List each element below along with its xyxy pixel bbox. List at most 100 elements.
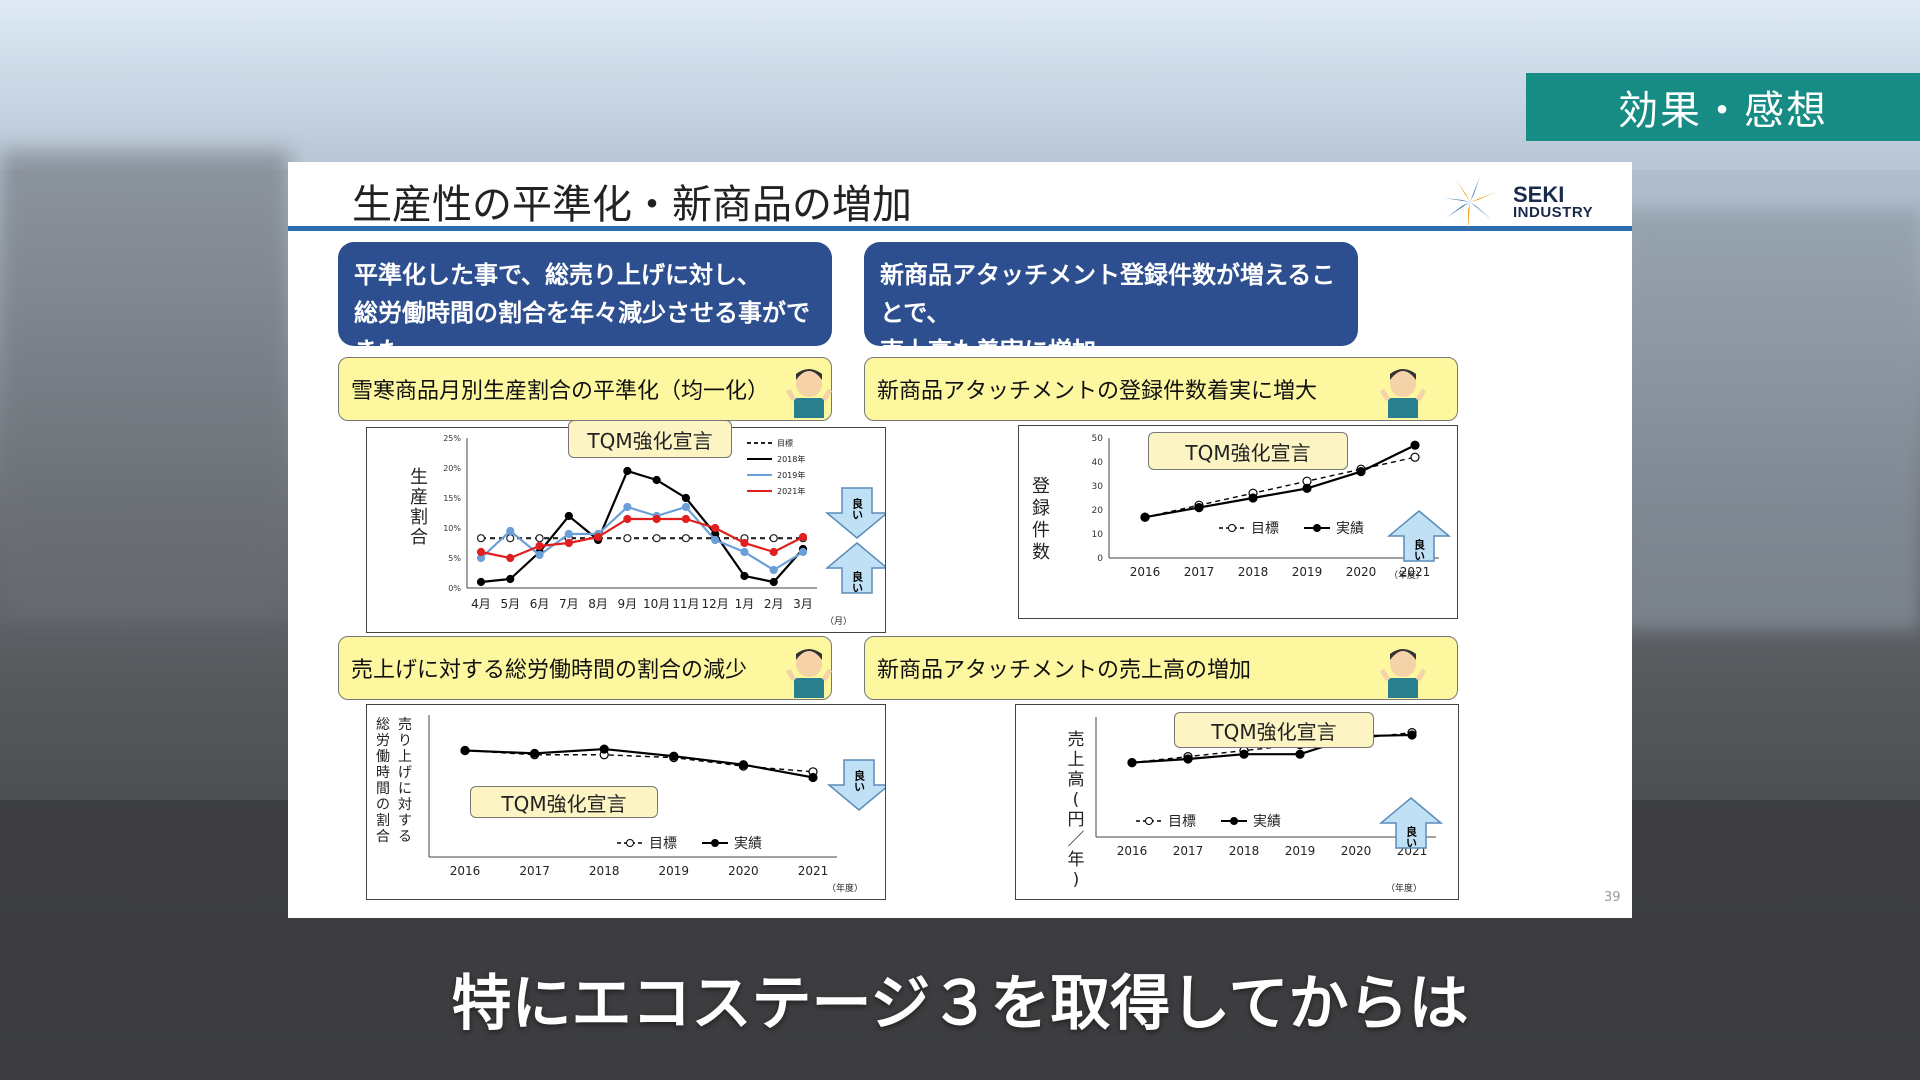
- y-axis-label: 上: [1068, 750, 1085, 770]
- good-down-arrow-label: 良い: [853, 769, 866, 792]
- data-point: [798, 547, 808, 557]
- x-tick-label: 2020: [1346, 565, 1377, 579]
- panel4-label-box: 新商品アタッチメントの売上高の増加: [864, 636, 1458, 700]
- data-point: [1410, 440, 1420, 450]
- slide-title: 生産性の平準化・新商品の増加: [352, 182, 912, 228]
- y-axis-label: 割: [410, 507, 428, 528]
- panel1-chart: 0% 5% 10% 15% 20% 25% 4月 5月 6月 7月 8月 9月 10月 11月 12月 1月 2…: [366, 427, 890, 633]
- y-axis-label: ／: [1068, 830, 1085, 850]
- x-unit-label: （月）: [825, 616, 852, 627]
- panel2-chart: 0 10 20 30 40 50 2016 2017 2018 2019 2020 2021 （年度） 目…: [1018, 425, 1458, 619]
- y-axis-label: 件: [1032, 520, 1050, 541]
- data-point: [1407, 730, 1417, 740]
- y-tick-label: 10: [1092, 530, 1104, 540]
- data-point: [1295, 749, 1305, 759]
- good-down-arrow: [824, 487, 890, 539]
- data-point: [1302, 483, 1312, 494]
- data-point: [681, 493, 691, 503]
- data-point: [769, 577, 778, 587]
- person-icon: [785, 649, 833, 698]
- data-point: [593, 532, 603, 542]
- x-tick-label: 2016: [1117, 844, 1148, 858]
- data-point: [623, 502, 632, 512]
- panel3-chart: 2016 2017 2018 2019 2020 2021 （年度） 目標 実績 売り上げに対する…: [366, 704, 892, 900]
- y-axis-label: 間: [376, 781, 390, 797]
- series-line-2021年: [480, 517, 804, 560]
- data-point: [623, 514, 632, 524]
- x-tick-label: 2020: [728, 864, 759, 878]
- y-axis-label: 合: [410, 527, 428, 548]
- presentation-slide: 生産性の平準化・新商品の増加 SEKI INDUSTRY 平準化した事で、総売り…: [288, 162, 1632, 918]
- y-axis-label: 産: [410, 487, 428, 508]
- x-tick-label: 10月: [643, 597, 670, 611]
- data-point: [740, 547, 749, 557]
- data-point: [564, 538, 573, 548]
- data-point: [711, 535, 720, 545]
- topic-tag: 効果・感想: [1526, 73, 1920, 141]
- series-line-目標: [1144, 456, 1416, 518]
- x-tick-label: 6月: [530, 597, 550, 611]
- y-axis-label: げ: [398, 765, 412, 781]
- good-down-arrow: [826, 759, 892, 811]
- legend-label: 実績: [734, 836, 762, 852]
- legend-marker: [711, 839, 719, 847]
- legend-marker: [1313, 524, 1321, 532]
- title-divider: [288, 226, 1632, 231]
- panel1-label: 雪寒商品月別生産割合の平準化（均一化）: [351, 379, 770, 404]
- data-point: [769, 565, 778, 575]
- data-point: [1356, 466, 1366, 477]
- panel2-label: 新商品アタッチメントの登録件数着実に増大: [877, 379, 1318, 404]
- x-tick-label: 2018: [589, 864, 620, 878]
- y-axis-label: 働: [376, 749, 390, 765]
- x-tick-label: 11月: [672, 597, 699, 611]
- x-tick-label: 4月: [471, 597, 491, 611]
- logo-text-industry: INDUSTRY: [1513, 204, 1594, 221]
- x-tick-label: 2017: [1173, 844, 1204, 858]
- y-axis-label: 上: [398, 749, 412, 765]
- data-point: [564, 511, 573, 521]
- x-tick-label: 2021: [798, 864, 829, 878]
- left-header-box: 平準化した事で、総売り上げに対し、 総労働時間の割合を年々減少させる事ができた: [338, 242, 832, 365]
- x-tick-label: 2019: [659, 864, 690, 878]
- y-tick-label: 30: [1092, 482, 1104, 492]
- y-tick-label: 40: [1092, 458, 1104, 468]
- company-logo: [1444, 176, 1496, 230]
- data-point: [476, 577, 486, 587]
- data-point: [740, 538, 749, 548]
- y-axis-label: 数: [1032, 542, 1050, 563]
- x-tick-label: 12月: [702, 597, 729, 611]
- right-header-box: 新商品アタッチメント登録件数が増えることで、 売上高も着実に増加: [864, 242, 1358, 365]
- series-line-2018年: [480, 469, 804, 584]
- legend-label: 実績: [1336, 521, 1364, 537]
- data-point: [681, 514, 691, 524]
- left-header-text: 平準化した事で、総売り上げに対し、 総労働時間の割合を年々減少させる事ができた: [354, 261, 810, 365]
- data-point: [460, 745, 470, 756]
- y-axis-label: (: [1073, 790, 1080, 810]
- y-tick-label: 5%: [448, 554, 461, 563]
- data-point: [506, 553, 515, 563]
- data-point: [530, 748, 540, 758]
- data-point: [476, 547, 486, 557]
- y-axis-label: 合: [376, 829, 390, 845]
- legend-label: 2019年: [777, 470, 805, 480]
- data-point: [623, 466, 632, 476]
- legend-label: 2018年: [777, 454, 805, 464]
- data-point: [535, 550, 544, 560]
- panel1-chart-svg: 0% 5% 10% 15% 20% 25% 4月 5月 6月 7月 8月 9月 10月 11月 12月 1月 2…: [410, 434, 890, 627]
- good-up-arrow: [1378, 797, 1444, 849]
- data-point: [506, 526, 515, 536]
- person-icon: [1379, 369, 1427, 418]
- panel2-chart-svg: 0 10 20 30 40 50 2016 2017 2018 2019 2020 2021（年度） 目…: [1032, 434, 1452, 581]
- data-point: [1410, 452, 1420, 462]
- x-unit-label: （年度）: [1386, 882, 1422, 894]
- y-axis-label: 年: [1068, 850, 1085, 870]
- legend-marker: [1230, 817, 1238, 825]
- good-up-arrow-label: 良い: [1413, 538, 1426, 561]
- x-tick-label: 5月: [500, 597, 520, 611]
- y-axis-label: 円: [1068, 810, 1085, 830]
- x-tick-label: 2020: [1341, 844, 1372, 858]
- x-unit-label: （年度）: [1389, 569, 1425, 581]
- x-tick-label: 2018: [1229, 844, 1260, 858]
- data-point: [798, 532, 808, 542]
- x-tick-label: 1月: [735, 597, 755, 611]
